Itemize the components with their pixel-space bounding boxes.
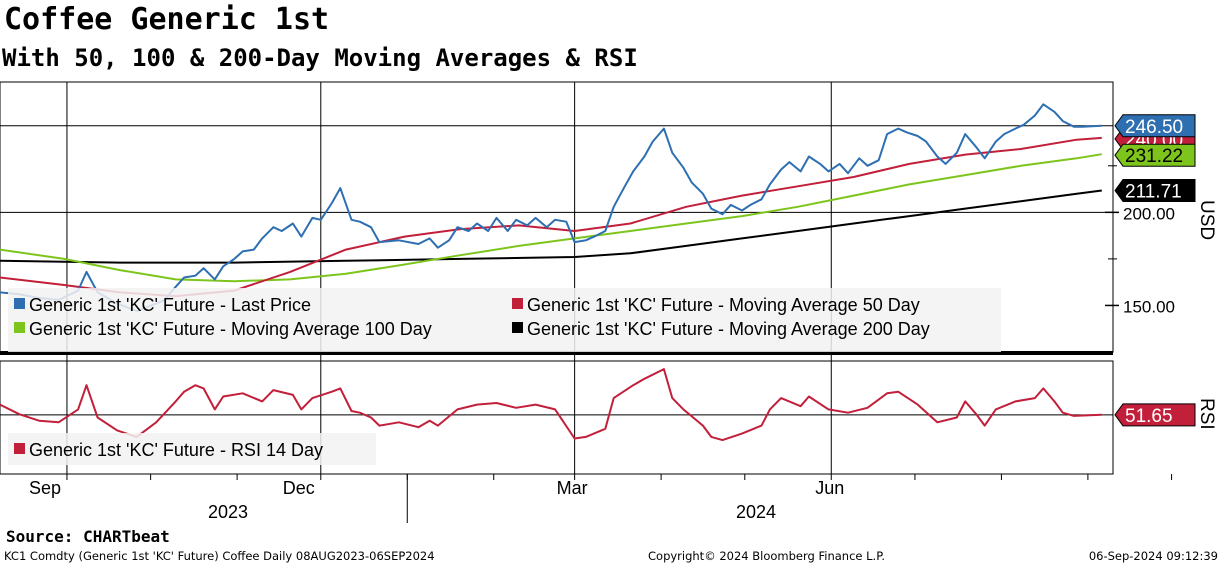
- y-tick-label: 150.00: [1123, 297, 1175, 316]
- legend-rsi-swatch: [14, 443, 25, 454]
- copyright-footnote: Copyright© 2024 Bloomberg Finance L.P.: [648, 549, 885, 563]
- ma100-last-tag: [1114, 143, 1196, 167]
- ma200-last-tag: [1114, 179, 1196, 203]
- y-axis-title-rsi: RSI: [1196, 398, 1217, 430]
- x-year-label: 2023: [208, 502, 248, 522]
- x-month-label: Mar: [557, 478, 588, 498]
- ma200-line: [0, 189, 1102, 264]
- legend-ma50-label: Generic 1st 'KC' Future - Moving Average…: [527, 295, 920, 315]
- last-price-last-tag: [1114, 114, 1196, 138]
- rsi-last-tag: [1114, 403, 1196, 427]
- x-month-label: Jun: [815, 478, 844, 498]
- x-year-label: 2024: [736, 502, 776, 522]
- rsi-last-value: 51.65: [1125, 406, 1173, 427]
- rsi-panel-frame: [0, 360, 1114, 475]
- source-note: Source: CHARTbeat: [6, 527, 170, 546]
- x-month-label: Sep: [29, 478, 61, 498]
- chart-subtitle: With 50, 100 & 200-Day Moving Averages &…: [2, 44, 638, 72]
- ma200-last-value: 211.71: [1125, 182, 1182, 203]
- last-price-last-value: 246.50: [1125, 117, 1183, 138]
- y-tick-label: 200.00: [1123, 204, 1175, 223]
- ma100-last-value: 231.22: [1125, 146, 1183, 167]
- y-axis-title-usd: USD: [1196, 200, 1217, 240]
- rsi-legend-box: [8, 433, 376, 465]
- last-price-line: [0, 103, 1102, 312]
- legend-last-price-label: Generic 1st 'KC' Future - Last Price: [29, 295, 311, 315]
- legend-ma50-swatch: [512, 298, 523, 309]
- rsi-line: [0, 368, 1102, 442]
- chart-title: Coffee Generic 1st: [4, 2, 330, 37]
- legend-ma200-label: Generic 1st 'KC' Future - Moving Average…: [527, 319, 930, 339]
- legend-ma100-label: Generic 1st 'KC' Future - Moving Average…: [29, 319, 432, 339]
- legend-ma200-swatch: [512, 322, 523, 333]
- timestamp-footnote: 06-Sep-2024 09:12:39: [1088, 549, 1218, 563]
- legend-ma100-swatch: [14, 322, 25, 333]
- legend-rsi-label: Generic 1st 'KC' Future - RSI 14 Day: [29, 440, 323, 460]
- ma50-line: [0, 136, 1102, 298]
- x-month-label: Dec: [283, 478, 315, 498]
- ticker-footnote: KC1 Comdty (Generic 1st 'KC' Future) Cof…: [4, 549, 435, 563]
- ma100-line: [0, 153, 1102, 283]
- price-legend-box: [8, 288, 1001, 352]
- legend-last-price-swatch: [14, 298, 25, 309]
